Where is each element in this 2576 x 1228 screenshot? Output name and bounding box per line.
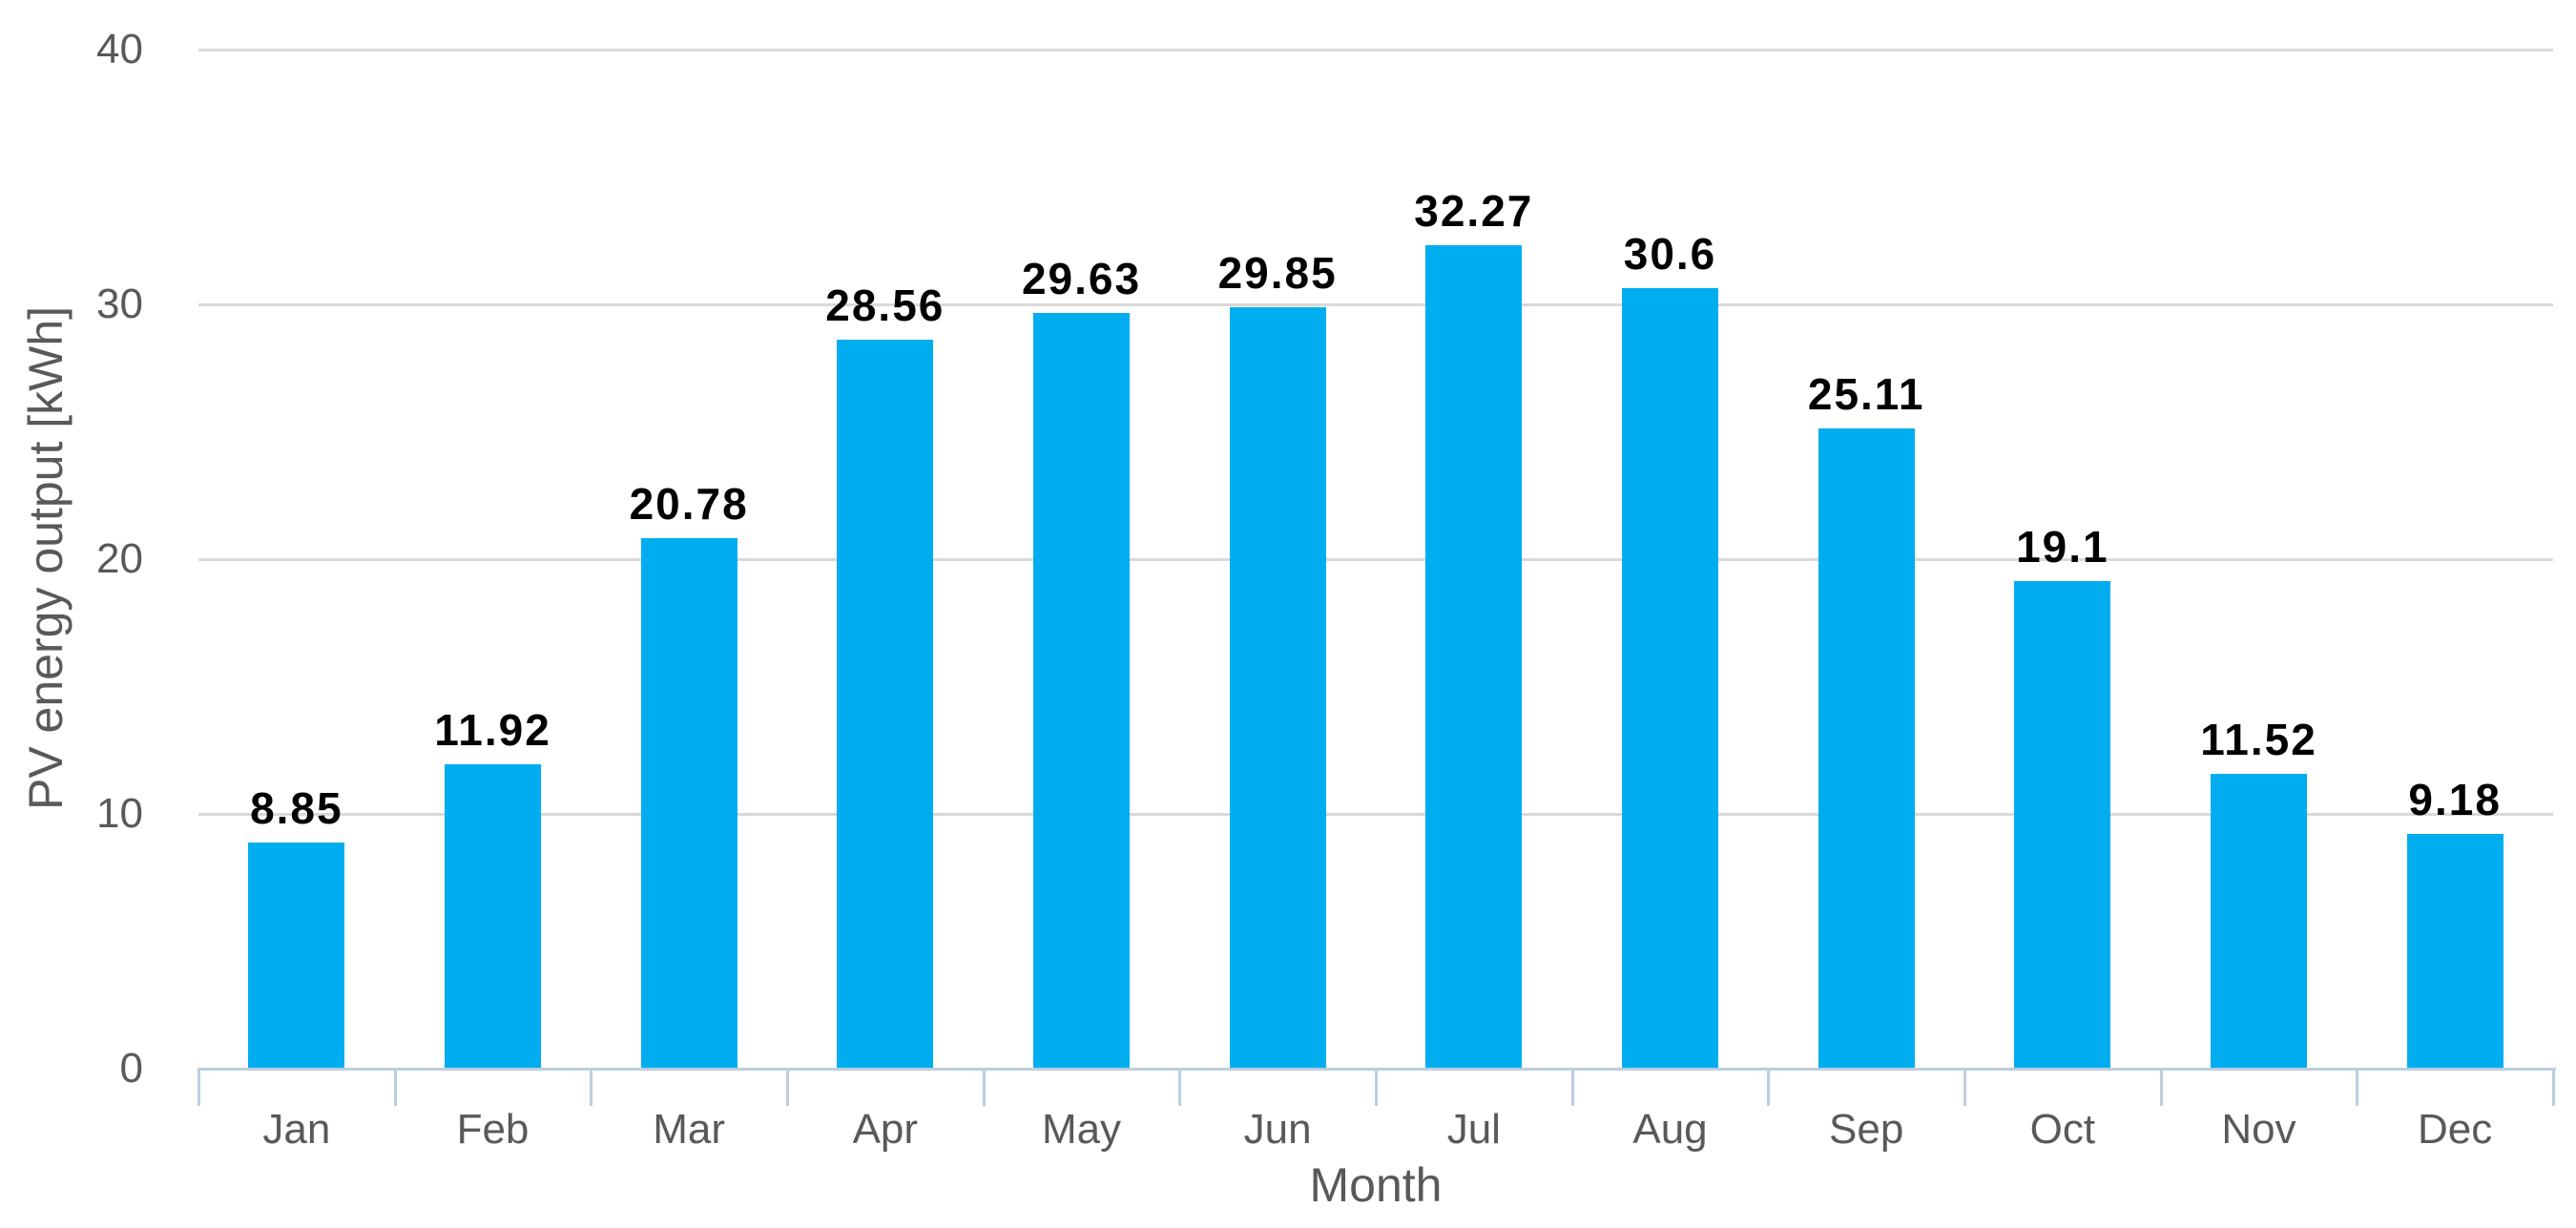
bar-mar — [640, 538, 737, 1068]
y-tick-label-10: 10 — [96, 790, 143, 837]
bar-jan — [248, 842, 345, 1068]
x-axis-tick — [197, 1068, 200, 1106]
x-axis-tick — [1767, 1068, 1771, 1106]
x-axis-title: Month — [1309, 1158, 1443, 1212]
gridline-40 — [198, 49, 2553, 52]
x-tick-label-may: May — [1041, 1106, 1122, 1153]
value-label-mar: 20.78 — [629, 479, 749, 530]
value-label-jul: 32.27 — [1414, 186, 1534, 237]
y-tick-label-40: 40 — [96, 26, 143, 73]
x-axis-tick — [786, 1068, 789, 1106]
bar-oct — [2014, 581, 2111, 1068]
y-tick-label-30: 30 — [96, 281, 143, 327]
value-label-oct: 19.1 — [2016, 522, 2109, 572]
x-tick-label-jan: Jan — [262, 1106, 331, 1153]
bar-feb — [445, 763, 541, 1068]
x-tick-label-aug: Aug — [1632, 1106, 1708, 1153]
value-label-dec: 9.18 — [2408, 774, 2502, 824]
gridline-20 — [198, 558, 2553, 561]
x-axis-tick — [2552, 1068, 2555, 1106]
x-axis-tick — [1375, 1068, 1378, 1106]
bar-sep — [1818, 427, 1915, 1068]
value-label-jun: 29.85 — [1217, 248, 1338, 298]
x-axis-tick — [2356, 1068, 2359, 1106]
gridline-30 — [198, 303, 2553, 306]
value-label-may: 29.63 — [1021, 253, 1142, 303]
y-tick-label-20: 20 — [96, 535, 143, 582]
bar-aug — [1622, 287, 1718, 1068]
y-tick-label-0: 0 — [119, 1045, 143, 1092]
bar-apr — [837, 340, 934, 1068]
x-axis-tick — [590, 1068, 593, 1106]
value-label-aug: 30.6 — [1623, 228, 1717, 279]
x-tick-label-mar: Mar — [653, 1106, 726, 1153]
x-axis-tick — [1570, 1068, 1574, 1106]
bar-may — [1033, 312, 1130, 1068]
x-tick-label-sep: Sep — [1829, 1106, 1904, 1153]
x-axis-tick — [1178, 1068, 1182, 1106]
bar-dec — [2406, 833, 2503, 1068]
value-label-nov: 11.52 — [2200, 715, 2317, 765]
value-label-sep: 25.11 — [1807, 368, 1925, 419]
x-axis-tick — [982, 1068, 986, 1106]
value-label-feb: 11.92 — [434, 704, 551, 755]
x-axis-tick — [393, 1068, 397, 1106]
gridline-10 — [198, 813, 2553, 816]
bar-jun — [1229, 307, 1326, 1068]
value-label-apr: 28.56 — [825, 281, 945, 331]
x-tick-label-jun: Jun — [1243, 1106, 1312, 1153]
x-axis-tick — [1963, 1068, 1966, 1106]
x-tick-label-feb: Feb — [456, 1106, 530, 1153]
x-tick-label-apr: Apr — [852, 1106, 919, 1153]
x-tick-label-oct: Oct — [2029, 1106, 2096, 1153]
x-tick-label-dec: Dec — [2418, 1106, 2493, 1153]
x-tick-label-nov: Nov — [2221, 1106, 2296, 1153]
x-axis-tick — [2159, 1068, 2163, 1106]
value-label-jan: 8.85 — [250, 782, 343, 833]
x-tick-label-jul: Jul — [1446, 1106, 1501, 1153]
bar-jul — [1425, 245, 1523, 1068]
bar-nov — [2211, 774, 2307, 1068]
